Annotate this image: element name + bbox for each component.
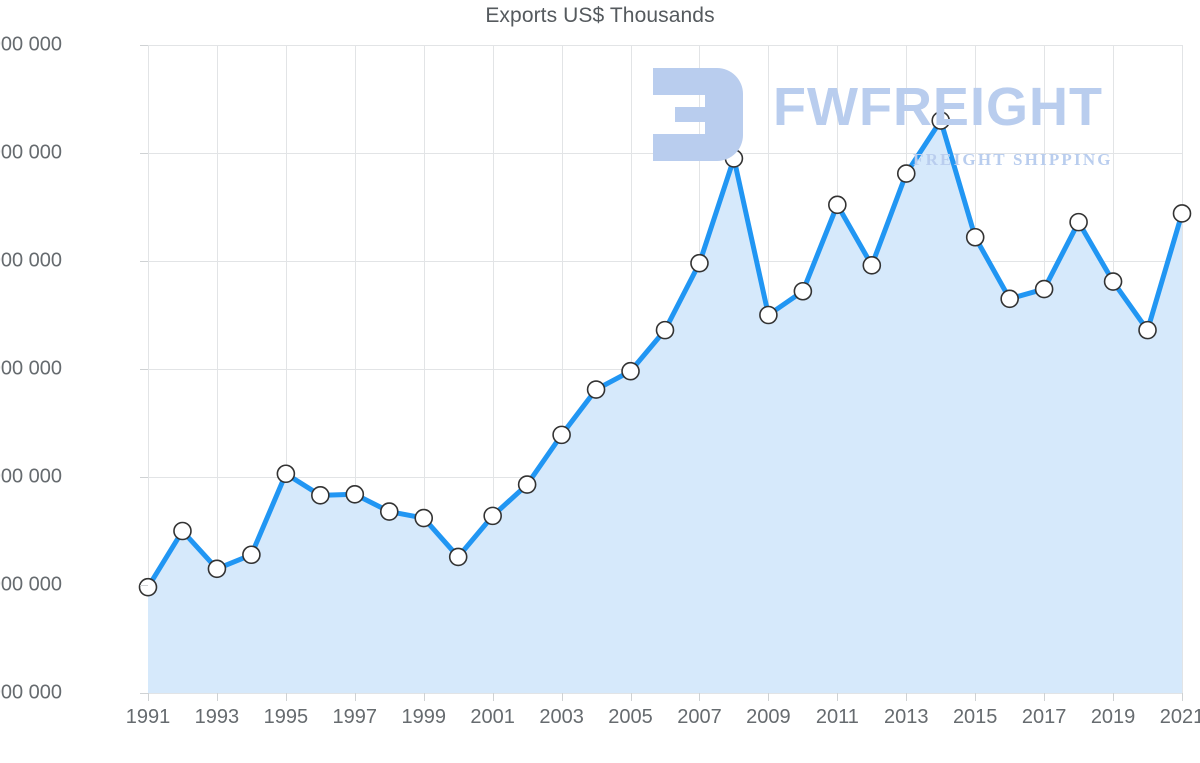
data-point-marker[interactable]	[448, 547, 468, 567]
data-point-marker[interactable]	[759, 305, 778, 325]
data-point-marker[interactable]	[965, 227, 985, 247]
y-tick-label: 35 000 000	[0, 141, 62, 164]
gridline-vertical	[561, 45, 563, 693]
x-tick-mark	[837, 693, 839, 701]
gridline-vertical	[216, 45, 218, 693]
gridline-vertical	[354, 45, 356, 693]
x-tick-label: 2007	[677, 706, 722, 728]
gridline-vertical	[1182, 45, 1183, 693]
x-tick-mark	[768, 693, 770, 701]
x-tick-label: 2003	[539, 706, 584, 728]
x-tick-label: 2001	[470, 706, 515, 728]
data-point-marker[interactable]	[655, 320, 675, 340]
data-point-marker[interactable]	[1000, 289, 1019, 309]
x-tick-mark	[492, 693, 494, 701]
x-tick-label: 1999	[401, 706, 446, 728]
gridline-vertical	[148, 45, 149, 693]
data-point-marker[interactable]	[138, 577, 158, 597]
y-tick-label: 25 000 000	[0, 357, 62, 380]
y-tick-mark	[140, 153, 148, 154]
data-point-marker[interactable]	[793, 281, 813, 301]
x-tick-mark	[1113, 693, 1115, 701]
data-point-marker[interactable]	[345, 484, 365, 504]
data-point-marker[interactable]	[552, 425, 571, 445]
x-tick-mark	[975, 693, 977, 701]
x-tick-mark	[354, 693, 356, 701]
gridline-horizontal	[148, 45, 1182, 46]
data-point-marker[interactable]	[517, 475, 537, 494]
data-point-marker[interactable]	[724, 149, 744, 168]
x-tick-label: 1991	[125, 706, 171, 728]
data-point-marker[interactable]	[1034, 279, 1054, 299]
x-tick-label: 2021	[1159, 706, 1200, 728]
x-tick-label: 2009	[746, 706, 791, 728]
data-point-marker[interactable]	[1138, 320, 1157, 340]
series-area-line	[138, 111, 1192, 694]
x-tick-mark	[906, 693, 908, 701]
x-tick-mark	[1044, 693, 1046, 701]
x-tick-mark	[148, 693, 149, 701]
y-tick-mark	[140, 477, 148, 478]
data-point-marker[interactable]	[896, 164, 916, 183]
data-point-marker[interactable]	[690, 253, 709, 273]
y-tick-label: 10 000 000	[0, 681, 62, 704]
data-point-marker[interactable]	[1103, 272, 1123, 291]
gridline-horizontal	[148, 693, 1182, 694]
data-point-marker[interactable]	[379, 502, 399, 521]
x-tick-label: 1995	[263, 706, 309, 728]
x-tick-mark	[1182, 693, 1183, 701]
plot-area	[138, 45, 1192, 694]
series-fill	[148, 120, 1182, 694]
y-tick-label: 20 000 000	[0, 465, 62, 488]
data-point-marker[interactable]	[311, 486, 330, 505]
data-point-marker[interactable]	[931, 111, 951, 130]
x-tick-label: 2005	[608, 706, 653, 728]
x-tick-label: 2019	[1090, 706, 1136, 728]
gridline-vertical	[492, 45, 494, 693]
x-tick-label: 2011	[815, 706, 859, 728]
y-tick-mark	[140, 693, 148, 694]
x-tick-mark	[423, 693, 425, 701]
data-point-marker[interactable]	[1069, 212, 1088, 232]
data-point-marker[interactable]	[621, 361, 640, 381]
gridline-vertical	[285, 45, 287, 693]
y-tick-mark	[140, 261, 148, 262]
x-tick-label: 1993	[194, 706, 240, 728]
y-tick-mark	[140, 45, 148, 46]
data-point-marker[interactable]	[207, 559, 227, 579]
x-tick-mark	[630, 693, 632, 701]
x-tick-label: 2013	[884, 706, 929, 728]
data-point-marker[interactable]	[586, 380, 606, 399]
y-tick-label: 40 000 000	[0, 33, 62, 56]
x-tick-mark	[699, 693, 701, 701]
data-point-marker[interactable]	[862, 256, 882, 275]
data-point-marker[interactable]	[483, 506, 502, 526]
data-point-marker[interactable]	[276, 464, 296, 484]
gridline-vertical	[423, 45, 425, 693]
data-point-marker[interactable]	[1172, 204, 1192, 223]
x-tick-mark	[561, 693, 563, 701]
x-tick-mark	[216, 693, 218, 701]
y-tick-label: 15 000 000	[0, 573, 62, 596]
y-tick-mark	[140, 369, 148, 370]
y-tick-label: 30 000 000	[0, 249, 62, 272]
data-point-marker[interactable]	[173, 521, 192, 541]
data-point-marker[interactable]	[414, 508, 434, 528]
data-point-marker[interactable]	[242, 545, 261, 565]
y-tick-mark	[140, 585, 148, 586]
data-point-marker[interactable]	[828, 195, 847, 215]
gridline-horizontal	[148, 261, 1182, 262]
x-tick-label: 2017	[1021, 706, 1067, 728]
x-tick-label: 2015	[952, 706, 998, 728]
x-tick-mark	[285, 693, 287, 701]
chart-title: Exports US$ Thousands	[485, 4, 715, 27]
x-tick-label: 1997	[332, 706, 378, 728]
